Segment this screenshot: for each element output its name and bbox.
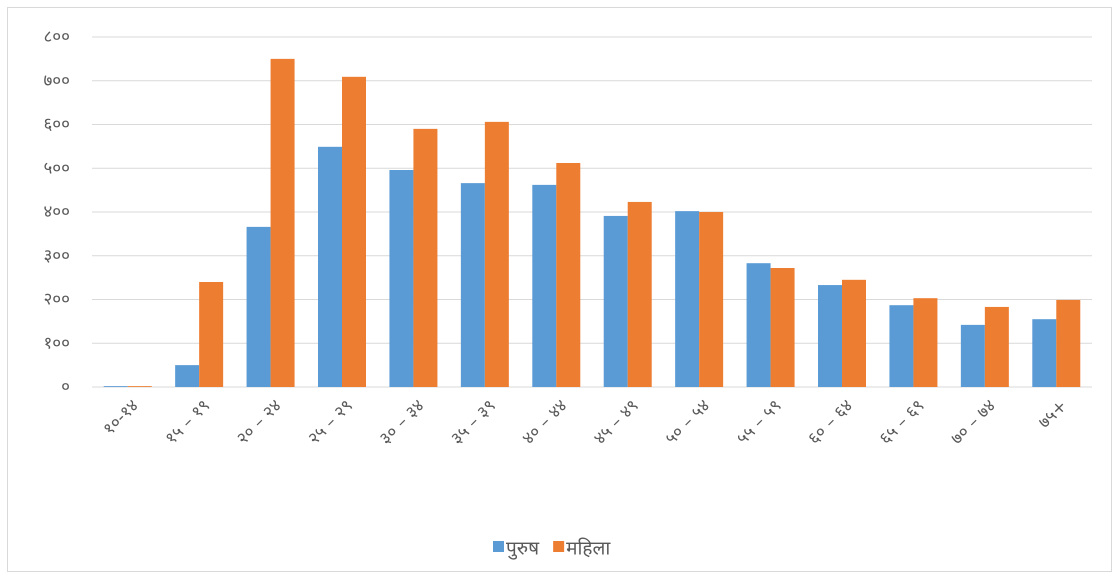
y-tick-label: २०० <box>43 290 70 310</box>
bar <box>842 279 866 387</box>
bar <box>627 201 652 387</box>
bar <box>746 263 771 387</box>
bar <box>246 226 271 387</box>
bar <box>675 211 700 387</box>
y-tick-label: ० <box>61 377 70 397</box>
bar <box>532 184 557 387</box>
y-tick-label: ५०० <box>43 158 70 178</box>
bar <box>770 268 795 387</box>
bar <box>603 215 628 387</box>
bar <box>413 128 438 387</box>
bar <box>318 146 342 387</box>
bar <box>103 386 128 387</box>
bar <box>342 76 366 387</box>
bar <box>270 58 295 387</box>
bar <box>460 183 485 387</box>
bar <box>960 324 985 387</box>
bar <box>1032 319 1057 387</box>
y-tick-label: ८०० <box>43 27 70 47</box>
bar <box>127 386 152 387</box>
bar <box>199 282 224 387</box>
bar <box>484 121 509 387</box>
y-tick-label: ४०० <box>43 202 70 222</box>
y-tick-label: ७०० <box>43 71 70 91</box>
bar <box>913 298 938 387</box>
y-tick-label: १०० <box>43 333 70 353</box>
bar <box>699 212 724 387</box>
bar <box>389 170 414 387</box>
bar <box>556 163 581 387</box>
legend-swatch <box>553 541 565 552</box>
bar <box>175 365 200 387</box>
legend-label: महिला <box>566 537 611 560</box>
y-tick-label: ३०० <box>43 246 70 266</box>
legend-swatch <box>493 541 504 552</box>
legend-label: पुरुष <box>506 538 540 561</box>
bar <box>818 285 842 387</box>
bar <box>889 305 914 387</box>
bar <box>984 306 1009 387</box>
bar <box>1056 299 1081 387</box>
y-tick-label: ६०० <box>43 115 70 135</box>
